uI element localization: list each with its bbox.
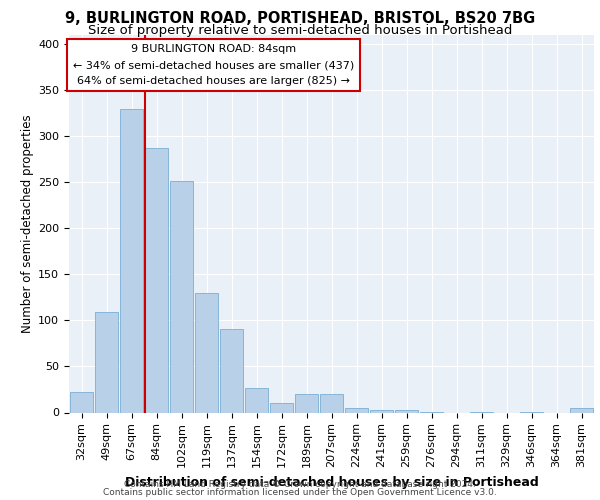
Bar	[370, 410, 393, 412]
Bar	[145, 148, 168, 412]
Bar	[220, 328, 243, 412]
Bar	[170, 182, 193, 412]
Bar	[570, 408, 593, 412]
Text: Contains HM Land Registry data © Crown copyright and database right 2024.: Contains HM Land Registry data © Crown c…	[124, 480, 476, 489]
Bar	[295, 394, 318, 412]
Bar	[120, 108, 143, 412]
Bar	[270, 404, 293, 412]
Text: Size of property relative to semi-detached houses in Portishead: Size of property relative to semi-detach…	[88, 24, 512, 37]
Bar	[195, 293, 218, 412]
Bar	[320, 394, 343, 412]
Bar	[95, 312, 118, 412]
Text: 9 BURLINGTON ROAD: 84sqm
← 34% of semi-detached houses are smaller (437)
64% of : 9 BURLINGTON ROAD: 84sqm ← 34% of semi-d…	[73, 44, 354, 86]
Bar	[245, 388, 268, 412]
Text: 9, BURLINGTON ROAD, PORTISHEAD, BRISTOL, BS20 7BG: 9, BURLINGTON ROAD, PORTISHEAD, BRISTOL,…	[65, 11, 535, 26]
Bar	[345, 408, 368, 412]
Y-axis label: Number of semi-detached properties: Number of semi-detached properties	[21, 114, 34, 333]
X-axis label: Distribution of semi-detached houses by size in Portishead: Distribution of semi-detached houses by …	[125, 476, 538, 488]
Text: Contains public sector information licensed under the Open Government Licence v3: Contains public sector information licen…	[103, 488, 497, 497]
Bar	[70, 392, 93, 412]
Bar	[395, 410, 418, 412]
